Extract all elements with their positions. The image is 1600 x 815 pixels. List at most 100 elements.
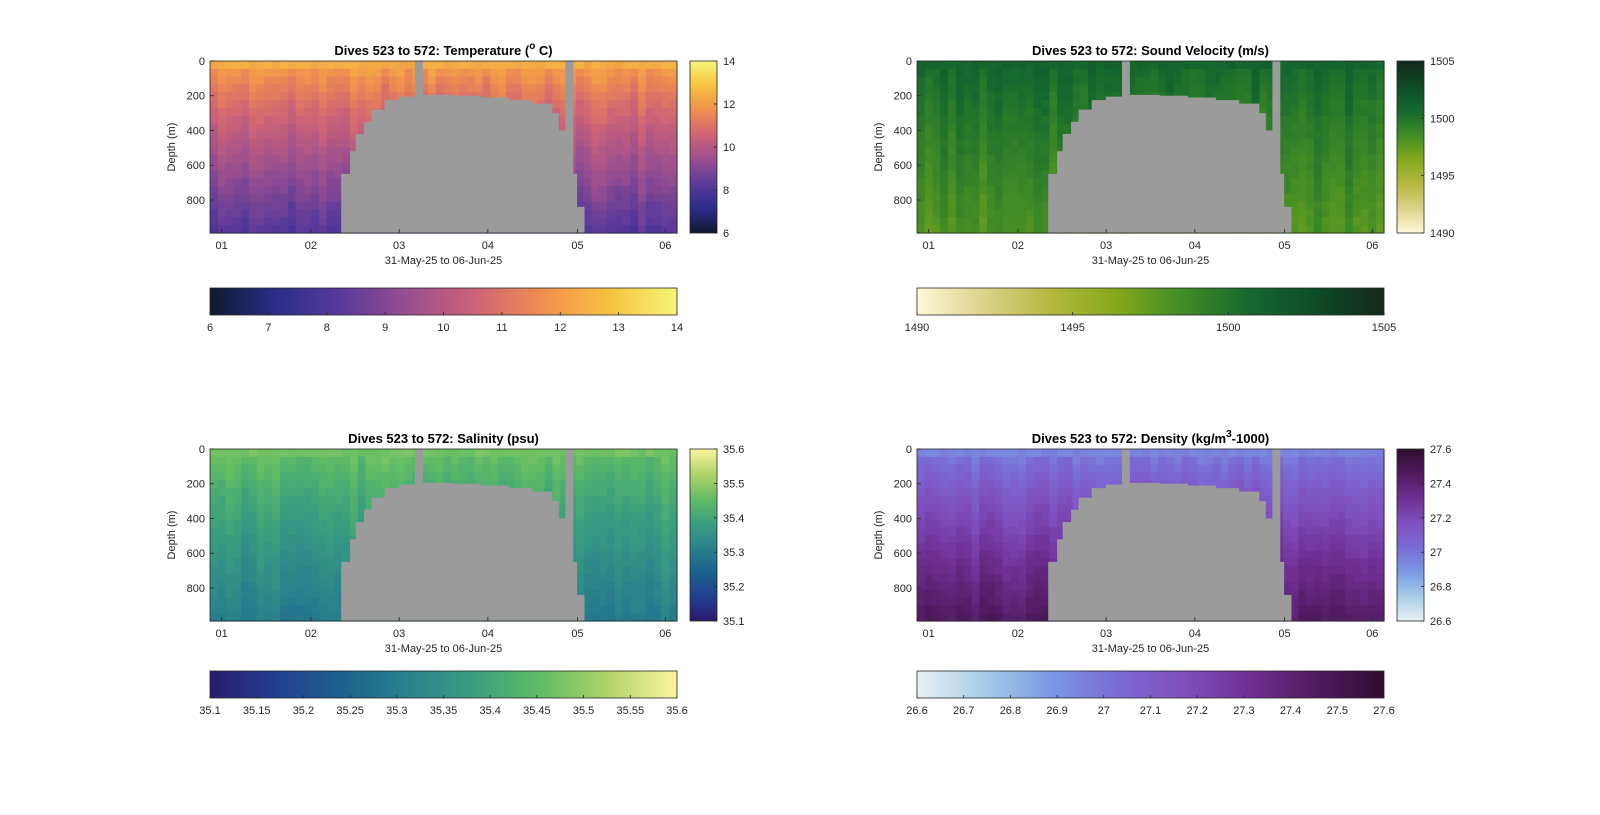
heatmap-cell [1368, 154, 1377, 164]
heatmap-cell [1033, 61, 1043, 70]
heatmap-cell [225, 147, 234, 156]
heatmap-cell [318, 495, 328, 505]
heatmap-cell [1306, 170, 1315, 179]
heatmap-cell [303, 449, 312, 458]
heatmap-cell [1352, 115, 1362, 125]
heatmap-cell [1313, 193, 1323, 203]
heatmap-cell [264, 613, 273, 622]
heatmap-cell [1134, 472, 1144, 481]
heatmap-cell [334, 100, 343, 109]
heatmap-cell [614, 449, 624, 458]
heatmap-cell [1103, 76, 1113, 86]
heatmap-cell [318, 201, 328, 211]
heatmap-cell [661, 162, 670, 172]
chart-title: Dives 523 to 572: Sound Velocity (m/s) [1032, 43, 1269, 58]
heatmap-cell [490, 92, 499, 101]
heatmap-cell [373, 68, 382, 78]
heatmap-cell [241, 597, 250, 606]
heatmap-cell [233, 550, 242, 560]
heatmap-cell [1049, 147, 1058, 156]
heatmap-cell [256, 464, 266, 474]
heatmap-cell [1181, 449, 1191, 458]
heatmap-cell [591, 225, 600, 234]
heatmap-cell [1049, 76, 1058, 86]
heatmap-cell [583, 178, 592, 187]
heatmap-cell [225, 131, 234, 140]
heatmap-cell [1127, 464, 1136, 474]
heatmap-cell [1025, 209, 1035, 218]
heatmap-cell [1010, 225, 1019, 234]
heatmap-cell [1033, 613, 1043, 622]
x-tick-label: 04 [482, 628, 494, 640]
heatmap-cell [1360, 61, 1370, 70]
colorbar-tick-label: 35.1 [199, 705, 220, 717]
heatmap-cell [1057, 92, 1066, 101]
heatmap-cell [381, 68, 390, 78]
heatmap-cell [987, 519, 996, 528]
heatmap-cell [256, 68, 266, 78]
heatmap-cell [987, 178, 996, 187]
heatmap-cell [544, 92, 554, 101]
heatmap-cell [334, 131, 343, 140]
heatmap-cell [940, 550, 949, 560]
heatmap-cell [1002, 100, 1011, 109]
heatmap-cell [963, 581, 973, 591]
heatmap-cell [1064, 76, 1074, 86]
heatmap-cell [287, 581, 297, 591]
heatmap-cell [1352, 193, 1362, 203]
heatmap-cell [599, 503, 608, 513]
heatmap-cell [210, 566, 219, 575]
heatmap-cell [311, 209, 320, 218]
heatmap-cell [622, 178, 631, 187]
heatmap-cell [994, 597, 1004, 606]
heatmap-cell [280, 61, 289, 70]
heatmap-cell [653, 558, 663, 567]
colorbar-tick-label: 35.25 [336, 705, 364, 717]
heatmap-cell [1018, 131, 1027, 140]
heatmap-cell [987, 61, 996, 70]
heatmap-cell [963, 558, 973, 567]
heatmap-cell [638, 84, 647, 93]
heatmap-cell [971, 123, 980, 132]
heatmap-cell [256, 209, 266, 218]
heatmap-cell [1064, 472, 1074, 481]
heatmap-cell [365, 68, 375, 78]
heatmap-cell [1010, 535, 1019, 544]
heatmap-cell [1088, 449, 1097, 458]
heatmap-cell [932, 472, 941, 481]
heatmap-cell [1002, 449, 1011, 458]
heatmap-cell [1002, 131, 1011, 140]
heatmap-cell [334, 589, 343, 599]
heatmap-cell [334, 107, 343, 117]
heatmap-cell [381, 76, 390, 86]
heatmap-cell [1111, 464, 1120, 474]
heatmap-cell [948, 115, 957, 125]
heatmap-cell [264, 449, 273, 458]
heatmap-cell [1002, 162, 1011, 172]
heatmap-cell [365, 107, 375, 117]
heatmap-cell [241, 472, 250, 481]
heatmap-cell [225, 574, 234, 583]
heatmap-cell [669, 115, 678, 125]
heatmap-cell [591, 92, 600, 101]
heatmap-cell [272, 186, 281, 195]
heatmap-cell [451, 449, 460, 458]
heatmap-cell [622, 527, 631, 536]
heatmap-cell [1010, 209, 1019, 218]
heatmap-cell [272, 201, 281, 211]
heatmap-cell [1064, 92, 1074, 101]
heatmap-cell [318, 131, 328, 140]
heatmap-cell [264, 605, 273, 614]
heatmap-cell [979, 68, 988, 78]
heatmap-cell [225, 589, 234, 599]
heatmap-cell [217, 581, 227, 591]
heatmap-cell [272, 147, 281, 156]
heatmap-cell [1025, 154, 1035, 164]
heatmap-cell [1064, 495, 1074, 505]
heatmap-cell [1018, 178, 1027, 187]
heatmap-cell [295, 589, 304, 599]
heatmap-cell [583, 574, 592, 583]
heatmap-cell [994, 449, 1004, 458]
heatmap-cell [979, 123, 988, 132]
heatmap-cell [917, 566, 926, 575]
